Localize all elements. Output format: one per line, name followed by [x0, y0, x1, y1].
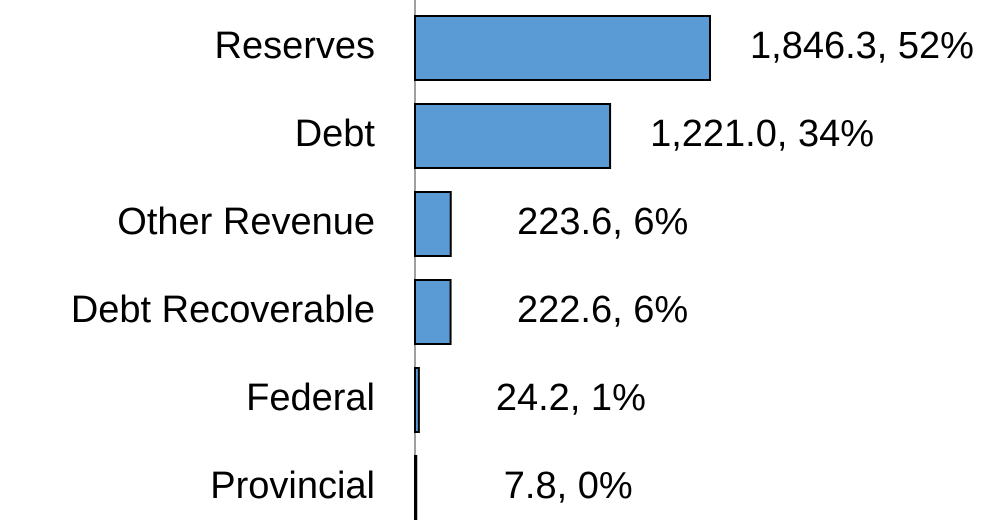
category-label: Debt — [295, 113, 376, 155]
value-label: 7.8, 0% — [504, 465, 633, 507]
category-label: Federal — [246, 377, 375, 419]
value-label: 222.6, 6% — [517, 289, 688, 331]
category-label: Reserves — [215, 25, 376, 67]
category-label: Other Revenue — [117, 201, 375, 243]
category-label: Provincial — [210, 465, 375, 507]
value-label: 223.6, 6% — [517, 201, 688, 243]
category-label: Debt Recoverable — [71, 289, 375, 331]
bar — [414, 103, 612, 169]
value-label: 1,846.3, 52% — [750, 25, 974, 67]
value-label: 1,221.0, 34% — [650, 113, 874, 155]
bar — [414, 455, 418, 520]
bar — [414, 15, 711, 81]
bar — [414, 191, 452, 257]
value-label: 24.2, 1% — [496, 377, 646, 419]
bar — [414, 367, 420, 433]
bar — [414, 279, 452, 345]
